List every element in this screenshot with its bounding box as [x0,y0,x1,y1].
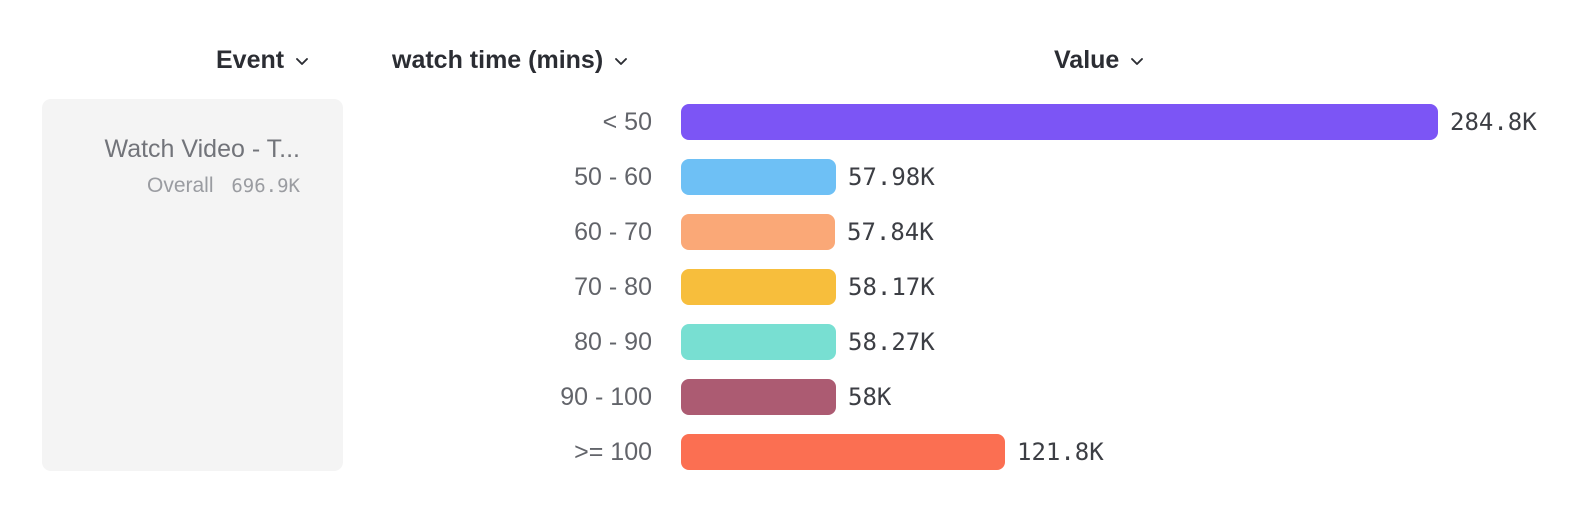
bar-row[interactable]: 50 - 60 57.98K [0,159,1592,195]
bar-row-category-label: 70 - 80 [574,273,652,301]
bar-fill[interactable] [681,159,836,195]
bar-fill[interactable] [681,269,836,305]
bar-value-label: 57.98K [848,163,935,191]
event-card-title: Watch Video - T... [104,135,300,163]
bar-row-category-label: 90 - 100 [560,383,652,411]
bar-fill[interactable] [681,214,835,250]
bar-row[interactable]: >= 100 121.8K [0,434,1592,470]
event-card[interactable]: Watch Video - T... Overall 696.9K [42,99,343,471]
column-header-watch-time-label: watch time (mins) [392,46,604,74]
bar-track [681,379,836,415]
bar-track [681,269,836,305]
column-header-event[interactable]: Event [216,46,310,75]
bar-track [681,434,1005,470]
bar-row[interactable]: 60 - 70 57.84K [0,214,1592,250]
column-header-value-label: Value [1054,46,1120,74]
bar-value-label: 58.27K [848,328,935,356]
bar-chart: < 50 284.8K 50 - 60 57.98K 60 - 70 57.84K 70 -… [0,99,1592,479]
chevron-down-icon [294,53,310,69]
bar-track [681,159,836,195]
column-header-value[interactable]: Value [1054,46,1145,75]
chevron-down-icon [1129,53,1145,69]
bar-value-label: 58K [848,383,892,411]
bar-fill[interactable] [681,434,1005,470]
bar-row[interactable]: 80 - 90 58.27K [0,324,1592,360]
bar-row[interactable]: 70 - 80 58.17K [0,269,1592,305]
bar-fill[interactable] [681,379,836,415]
bar-track [681,104,1438,140]
column-header-event-label: Event [216,46,285,74]
bar-track [681,324,836,360]
event-card-overall: Overall 696.9K [42,174,343,198]
bar-value-label: 284.8K [1450,108,1537,136]
bar-value-label: 57.84K [847,218,934,246]
bar-row-category-label: >= 100 [574,438,652,466]
event-card-overall-label: Overall [146,174,214,197]
bar-row[interactable]: 90 - 100 58K [0,379,1592,415]
bar-fill[interactable] [681,324,836,360]
bar-value-label: 58.17K [848,273,935,301]
event-card-overall-value: 696.9K [231,175,300,197]
column-header-watch-time[interactable]: watch time (mins) [392,46,629,75]
bar-row-category-label: 80 - 90 [574,328,652,356]
chevron-down-icon [613,53,629,69]
column-header-row: Event watch time (mins) Value [0,0,1592,92]
bar-track [681,214,835,250]
bar-row-category-label: 60 - 70 [574,218,652,246]
bar-value-label: 121.8K [1017,438,1104,466]
bar-row-category-label: 50 - 60 [574,163,652,191]
bar-row[interactable]: < 50 284.8K [0,104,1592,140]
bar-row-category-label: < 50 [602,108,652,136]
bar-fill[interactable] [681,104,1438,140]
